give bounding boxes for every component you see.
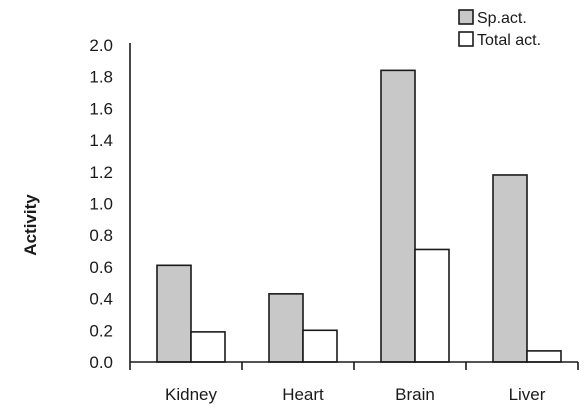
legend: Sp.act. Total act. <box>458 9 541 49</box>
bar-brain-total-act <box>414 248 450 363</box>
y-tick-label: 0.4 <box>89 290 113 309</box>
axes <box>129 43 579 370</box>
y-axis-title: Activity <box>21 194 40 256</box>
y-tick-label: 1.8 <box>89 68 113 87</box>
bar-kidney-total-act <box>190 331 226 363</box>
bar-heart-total-act <box>302 329 338 363</box>
y-tick-label: 2.0 <box>89 36 113 55</box>
bar-brain-sp-act <box>380 69 416 363</box>
y-axis-ticks: 0.0 0.2 0.4 0.6 0.8 1.0 1.2 1.4 1.6 1.8 2.0 <box>89 36 113 372</box>
bar-kidney-sp-act <box>156 264 192 363</box>
x-axis-categories: Kidney Heart Brain Liver <box>165 385 546 404</box>
bars <box>156 69 562 363</box>
y-tick-label: 1.0 <box>89 195 113 214</box>
y-tick-label: 1.4 <box>89 131 113 150</box>
legend-label: Total act. <box>477 32 541 49</box>
y-tick-label: 0.0 <box>89 353 113 372</box>
x-tick-label: Heart <box>282 385 324 404</box>
legend-label: Sp.act. <box>477 10 527 27</box>
y-tick-label: 1.2 <box>89 163 113 182</box>
legend-swatch <box>458 9 474 25</box>
x-tick-label: Liver <box>509 385 546 404</box>
bar-liver-sp-act <box>492 174 528 363</box>
legend-swatch <box>458 31 474 47</box>
y-tick-label: 0.8 <box>89 226 113 245</box>
bar-liver-total-act <box>526 350 562 363</box>
y-tick-label: 0.6 <box>89 258 113 277</box>
bar-heart-sp-act <box>268 293 304 363</box>
y-tick-label: 1.6 <box>89 99 113 118</box>
x-tick-label: Kidney <box>165 385 217 404</box>
y-tick-label: 0.2 <box>89 321 113 340</box>
x-tick-label: Brain <box>395 385 435 404</box>
